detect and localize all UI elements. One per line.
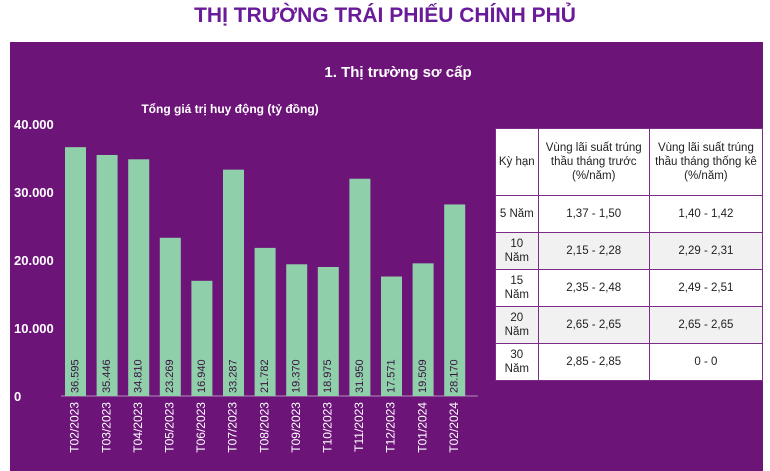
table-header-row: Kỳ hạn Vùng lãi suất trúng thầu tháng tr…	[495, 128, 764, 196]
cell-term: 15 Năm	[495, 269, 539, 307]
section-title: 1. Thị trường sơ cấp	[324, 64, 472, 81]
bar-value-label: 34.810	[133, 359, 145, 393]
cell-current-rate: 2,65 - 2,65	[648, 306, 764, 344]
bar	[317, 266, 339, 396]
table-row: 10 Năm 2,15 - 2,28 2,29 - 2,31	[495, 232, 764, 270]
bar	[444, 204, 466, 396]
bar	[254, 247, 276, 396]
x-tick-label: T12/2023	[384, 402, 398, 453]
y-tick-label: 20.000	[14, 253, 54, 268]
cell-prev-rate: 2,15 - 2,28	[537, 232, 650, 270]
bar-value-label: 17.571	[385, 359, 397, 393]
cell-current-rate: 2,49 - 2,51	[648, 269, 764, 307]
x-tick-label: T01/2024	[415, 402, 429, 453]
x-tick-label: T10/2023	[320, 402, 334, 453]
x-tick-label: T11/2023	[352, 402, 366, 452]
bar-value-label: 23.269	[164, 359, 176, 393]
cell-current-rate: 0 - 0	[648, 343, 764, 381]
bar	[381, 276, 402, 396]
page-title: THỊ TRƯỜNG TRÁI PHIẾU CHÍNH PHỦ	[194, 4, 576, 27]
header-term: Kỳ hạn	[495, 128, 539, 196]
bar-value-label: 21.782	[259, 359, 271, 393]
bar-value-label: 35.446	[101, 359, 113, 393]
cell-prev-rate: 2,65 - 2,65	[537, 306, 650, 344]
x-tick-label: T04/2023	[131, 402, 145, 453]
bar-value-label: 31.950	[354, 359, 366, 393]
bar-value-label: 19.370	[291, 359, 303, 393]
bar	[223, 169, 244, 396]
bar	[286, 264, 308, 396]
chart-title: Tổng giá trị huy động (tỷ đồng)	[141, 102, 319, 116]
cell-term: 5 Năm	[495, 195, 539, 233]
y-tick-label: 0	[14, 389, 21, 404]
y-tick-label: 40.000	[14, 117, 54, 132]
cell-current-rate: 1,40 - 1,42	[648, 195, 764, 233]
bar	[65, 147, 86, 396]
cell-current-rate: 2,29 - 2,31	[648, 232, 764, 270]
table-row: 15 Năm 2,35 - 2,48 2,49 - 2,51	[495, 269, 764, 307]
cell-term: 10 Năm	[495, 232, 539, 270]
x-tick-label: T09/2023	[289, 402, 303, 453]
x-tick-label: T03/2023	[99, 402, 113, 453]
cell-prev-rate: 2,35 - 2,48	[537, 269, 650, 307]
x-tick-label: T02/2024	[447, 402, 461, 453]
x-tick-label: T07/2023	[226, 402, 240, 453]
cell-prev-rate: 1,37 - 1,50	[537, 195, 650, 233]
bar-value-label: 33.287	[227, 359, 239, 393]
bar	[128, 159, 150, 396]
x-tick-label: T08/2023	[257, 402, 271, 453]
bar	[159, 237, 181, 396]
x-tick-label: T05/2023	[162, 402, 176, 453]
table-row: 5 Năm 1,37 - 1,50 1,40 - 1,42	[495, 195, 764, 233]
x-tick-label: T02/2023	[68, 402, 82, 453]
cell-prev-rate: 2,85 - 2,85	[537, 343, 650, 381]
bar-value-label: 19.509	[417, 359, 429, 393]
header-prev-month-rate: Vùng lãi suất trúng thầu tháng trước (%/…	[537, 128, 650, 196]
bar	[191, 280, 213, 396]
bar-value-label: 16.940	[196, 359, 208, 393]
bar	[412, 263, 434, 396]
bar-value-label: 18.975	[322, 359, 334, 393]
cell-term: 20 Năm	[495, 306, 539, 344]
bar-value-label: 36.595	[69, 359, 81, 393]
y-tick-label: 10.000	[14, 321, 54, 336]
bar	[349, 178, 371, 396]
x-tick-label: T06/2023	[194, 402, 208, 453]
interest-rate-table: Kỳ hạn Vùng lãi suất trúng thầu tháng tr…	[495, 128, 764, 381]
table-row: 30 Năm 2,85 - 2,85 0 - 0	[495, 343, 764, 381]
content-panel: 1. Thị trường sơ cấp Tổng giá trị huy độ…	[10, 42, 764, 471]
bar-chart: 0 10.000 20.000 30.000 40.000 36.595 T02/2023 3…	[14, 117, 478, 453]
header-current-month-rate: Vùng lãi suất trúng thầu tháng thống kê …	[648, 128, 764, 196]
table-row: 20 Năm 2,65 - 2,65 2,65 - 2,65	[495, 306, 764, 344]
cell-term: 30 Năm	[495, 343, 539, 381]
y-tick-label: 30.000	[14, 185, 54, 200]
bar-value-label: 28.170	[449, 359, 461, 393]
bar	[96, 154, 118, 396]
